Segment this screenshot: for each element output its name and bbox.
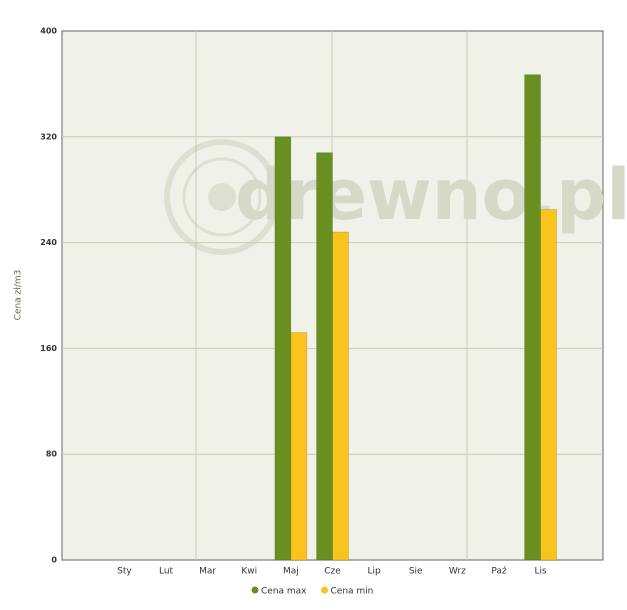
- bar: [274, 136, 292, 561]
- bar: [316, 152, 333, 561]
- legend-marker: [251, 586, 259, 594]
- x-tick-label: Sty: [117, 567, 132, 577]
- x-tick-label: Lip: [367, 567, 381, 577]
- y-tick-label: 240: [40, 238, 57, 247]
- y-tick-label: 0: [51, 556, 57, 565]
- x-tick-label: Lut: [159, 567, 174, 577]
- y-axis-label: Cena zł/m3: [14, 270, 24, 321]
- bar: [540, 209, 557, 561]
- x-tick-label: Kwi: [241, 567, 257, 577]
- y-tick-label: 320: [40, 132, 57, 141]
- bar: [332, 231, 349, 561]
- y-tick-label: 80: [46, 450, 58, 459]
- x-tick-label: Lis: [534, 567, 547, 577]
- y-tick-label: 160: [40, 344, 57, 353]
- legend-marker: [321, 586, 329, 594]
- legend-label: Cena min: [331, 587, 374, 597]
- bar: [524, 74, 541, 561]
- x-tick-label: Paź: [491, 567, 507, 577]
- legend-label: Cena max: [261, 587, 307, 597]
- watermark: drewno.pl: [235, 154, 627, 236]
- x-tick-label: Cze: [324, 567, 341, 577]
- x-tick-label: Wrz: [449, 567, 466, 577]
- x-tick-label: Mar: [199, 567, 216, 577]
- y-tick-label: 400: [40, 27, 57, 36]
- bar: [290, 332, 308, 561]
- x-tick-label: Sie: [409, 567, 423, 577]
- x-tick-label: Maj: [283, 567, 299, 577]
